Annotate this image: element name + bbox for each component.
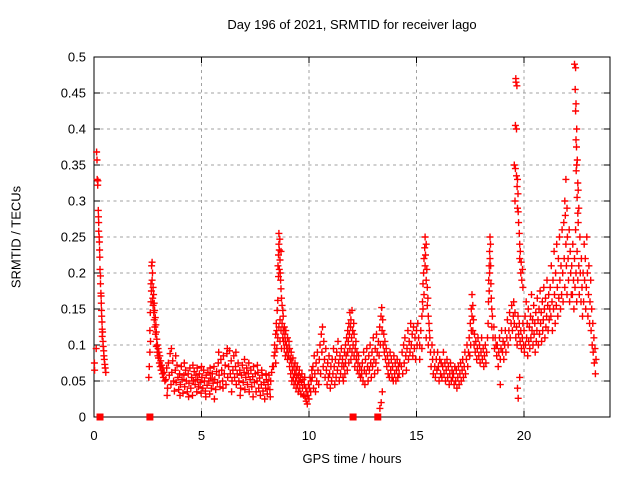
x-tick-label: 20 <box>517 428 531 443</box>
y-tick-label: 0.05 <box>61 374 86 389</box>
gap-marker <box>349 413 357 421</box>
y-tick-label: 0.15 <box>61 302 86 317</box>
y-tick-label: 0.2 <box>68 266 86 281</box>
x-axis-title: GPS time / hours <box>302 451 402 466</box>
y-tick-label: 0.25 <box>61 230 86 245</box>
y-tick-label: 0.4 <box>68 122 86 137</box>
y-tick-label: 0.1 <box>68 338 86 353</box>
y-tick-label: 0.3 <box>68 194 86 209</box>
x-tick-label: 15 <box>409 428 423 443</box>
y-tick-label: 0 <box>79 410 86 425</box>
x-tick-label: 0 <box>90 428 97 443</box>
gap-marker <box>146 413 154 421</box>
y-tick-label: 0.45 <box>61 86 86 101</box>
gap-marker <box>374 413 382 421</box>
x-tick-label: 10 <box>302 428 316 443</box>
chart-title: Day 196 of 2021, SRMTID for receiver lag… <box>227 17 477 32</box>
x-tick-label: 5 <box>198 428 205 443</box>
y-tick-label: 0.5 <box>68 50 86 65</box>
y-tick-label: 0.35 <box>61 158 86 173</box>
gap-marker <box>96 413 104 421</box>
scatter-points <box>90 60 600 412</box>
